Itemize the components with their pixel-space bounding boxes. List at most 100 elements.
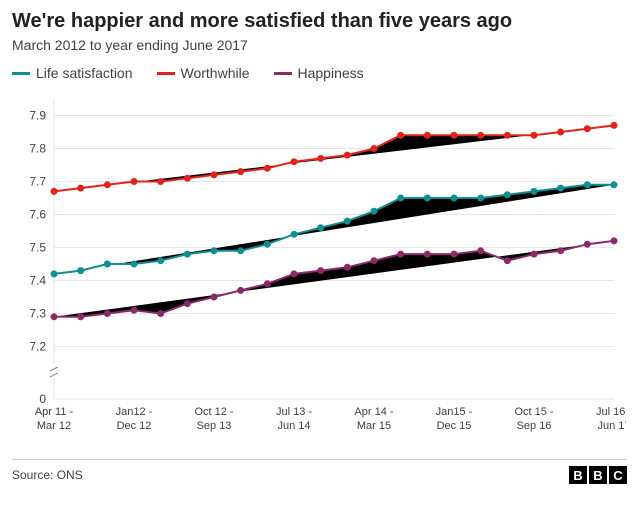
series-marker: [344, 218, 351, 225]
series-marker: [451, 132, 458, 139]
legend-item: Worthwhile: [157, 65, 250, 81]
series-marker: [184, 300, 191, 307]
series-marker: [157, 257, 164, 264]
x-tick-label: Mar 15: [357, 420, 391, 432]
axis-break: [50, 367, 58, 377]
x-tick-label: Jan12 -: [116, 406, 153, 418]
source-text: Source: ONS: [12, 468, 83, 482]
series-marker: [51, 313, 58, 320]
series-marker: [424, 195, 431, 202]
series: [51, 237, 618, 320]
chart-svg: 7.27.37.47.57.67.77.87.90Apr 11 -Mar 12J…: [12, 89, 626, 449]
series-marker: [557, 247, 564, 254]
chart-subtitle: March 2012 to year ending June 2017: [12, 37, 627, 53]
bbc-block: B: [569, 466, 587, 484]
series-marker: [371, 257, 378, 264]
series-marker: [477, 195, 484, 202]
x-tick-label: Oct 15 -: [514, 406, 553, 418]
chart-area: 7.27.37.47.57.67.77.87.90Apr 11 -Mar 12J…: [12, 89, 626, 449]
legend-swatch: [12, 72, 30, 75]
series-marker: [451, 195, 458, 202]
x-tick-label: Jul 16 -: [596, 406, 626, 418]
series-marker: [424, 251, 431, 258]
x-tick-label: Jun 17: [597, 420, 626, 432]
x-tick-label: Jul 13 -: [276, 406, 312, 418]
series-marker: [184, 251, 191, 258]
chart-container: We're happier and more satisfied than fi…: [0, 0, 639, 492]
series-marker: [584, 125, 591, 132]
series-marker: [237, 168, 244, 175]
series-marker: [131, 261, 138, 268]
series-marker: [264, 241, 271, 248]
bbc-block: C: [609, 466, 627, 484]
series-marker: [104, 310, 111, 317]
series-marker: [531, 251, 538, 258]
series-marker: [477, 132, 484, 139]
series-marker: [77, 267, 84, 274]
series-marker: [291, 270, 298, 277]
series-marker: [157, 310, 164, 317]
series: [51, 122, 618, 195]
x-tick-label: Oct 12 -: [194, 406, 233, 418]
series-marker: [584, 241, 591, 248]
legend-swatch: [274, 72, 292, 75]
series-marker: [291, 158, 298, 165]
series-marker: [611, 122, 618, 129]
legend-item: Happiness: [274, 65, 364, 81]
series-marker: [77, 313, 84, 320]
series-marker: [131, 307, 138, 314]
legend-swatch: [157, 72, 175, 75]
series-marker: [504, 257, 511, 264]
series-marker: [584, 181, 591, 188]
series-marker: [104, 261, 111, 268]
x-axis: Apr 11 -Mar 12Jan12 -Dec 12Oct 12 -Sep 1…: [35, 406, 626, 432]
legend-label: Life satisfaction: [36, 65, 133, 81]
series-marker: [611, 181, 618, 188]
series-marker: [211, 294, 218, 301]
legend: Life satisfaction Worthwhile Happiness: [12, 65, 627, 81]
y-tick-label: 7.9: [29, 109, 46, 123]
series-marker: [317, 224, 324, 231]
bbc-block: B: [589, 466, 607, 484]
series-marker: [77, 185, 84, 192]
series-marker: [317, 267, 324, 274]
y-tick-label: 7.2: [29, 340, 46, 354]
series-marker: [397, 195, 404, 202]
series-marker: [237, 287, 244, 294]
series-marker: [157, 178, 164, 185]
y-tick-label: 7.3: [29, 307, 46, 321]
series-marker: [344, 264, 351, 271]
series-marker: [371, 145, 378, 152]
series: [51, 181, 618, 277]
x-tick-label: Jun 14: [277, 420, 310, 432]
series-marker: [264, 280, 271, 287]
series-marker: [557, 185, 564, 192]
series-marker: [237, 247, 244, 254]
series-marker: [504, 191, 511, 198]
series-line: [54, 185, 614, 274]
series-marker: [611, 237, 618, 244]
series-marker: [557, 129, 564, 136]
x-tick-label: Apr 14 -: [354, 406, 393, 418]
series-marker: [477, 247, 484, 254]
series-marker: [51, 188, 58, 195]
series-marker: [344, 152, 351, 159]
y-zero-label: 0: [39, 392, 46, 406]
chart-title: We're happier and more satisfied than fi…: [12, 10, 627, 33]
footer: Source: ONS BBC: [12, 459, 627, 484]
y-axis: 7.27.37.47.57.67.77.87.90: [29, 109, 46, 407]
legend-label: Worthwhile: [181, 65, 250, 81]
series-marker: [211, 247, 218, 254]
series-marker: [531, 188, 538, 195]
series-marker: [371, 208, 378, 215]
legend-label: Happiness: [298, 65, 364, 81]
series-marker: [424, 132, 431, 139]
series-line: [54, 241, 614, 317]
series-marker: [211, 171, 218, 178]
series-marker: [317, 155, 324, 162]
series-marker: [451, 251, 458, 258]
x-tick-label: Sep 13: [197, 420, 232, 432]
series-marker: [131, 178, 138, 185]
series-marker: [104, 181, 111, 188]
y-tick-label: 7.4: [29, 274, 46, 288]
